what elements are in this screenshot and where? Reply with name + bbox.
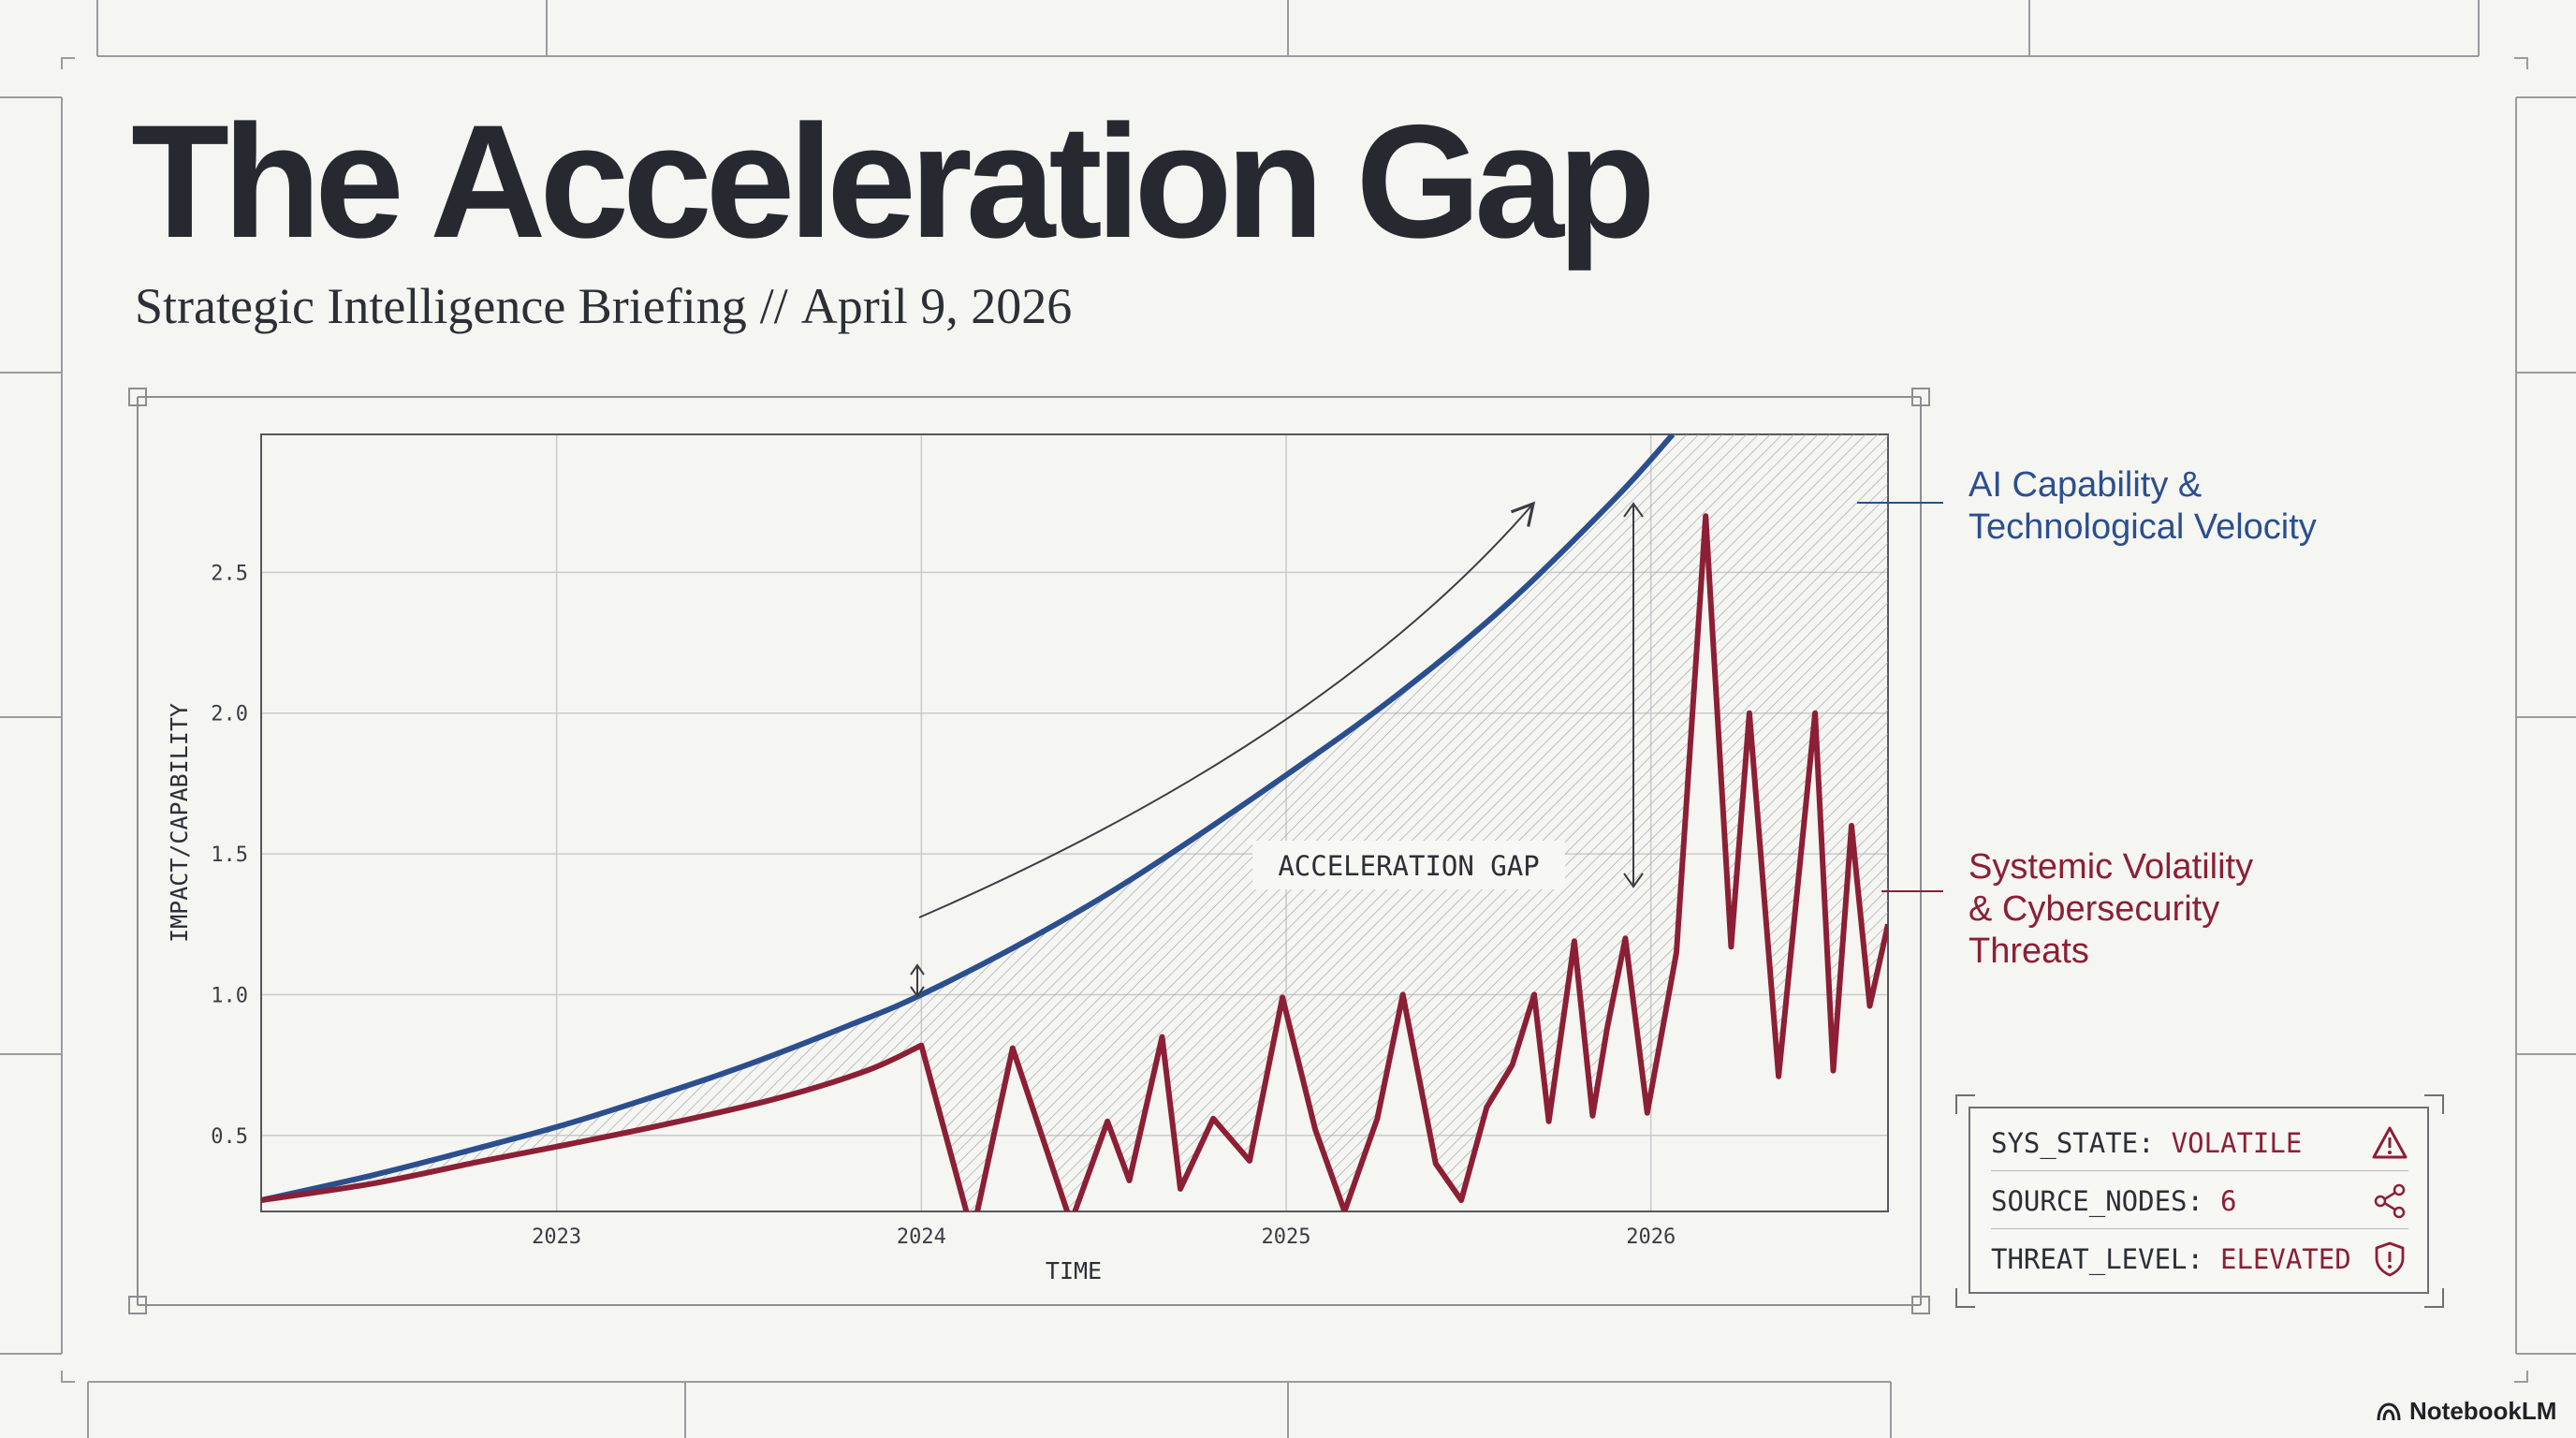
notebooklm-brand: NotebookLM <box>2376 1395 2556 1427</box>
status-panel: SYS_STATE: VOLATILE SOURCE_NODES: 6 THRE… <box>1969 1107 2429 1294</box>
y-tick-label: 2.0 <box>211 703 248 726</box>
x-axis-ticks: 2023 2024 2025 2026 <box>532 1225 1676 1249</box>
status-row-sys-state: SYS_STATE: VOLATILE <box>1991 1116 2408 1171</box>
status-row-threat-level: THREAT_LEVEL: ELEVATED <box>1991 1232 2408 1286</box>
threat-level-key: THREAT_LEVEL: <box>1991 1243 2203 1275</box>
acceleration-gap-area <box>261 434 1888 1211</box>
legend-red-line1: Systemic Volatility <box>1969 847 2254 887</box>
source-nodes-key: SOURCE_NODES: <box>1991 1185 2203 1217</box>
brand-name: NotebookLM <box>2409 1396 2557 1425</box>
shield-alert-icon <box>2375 1241 2405 1277</box>
share-nodes-icon <box>2374 1183 2406 1219</box>
sys-state-key: SYS_STATE: <box>1991 1127 2155 1159</box>
subtitle-date: April 9, 2026 <box>800 278 1073 334</box>
source-nodes-value: 6 <box>2219 1185 2237 1217</box>
gap-arrow-large <box>1623 502 1644 888</box>
y-tick-label: 1.0 <box>211 984 248 1007</box>
page-title: The Acceleration Gap <box>131 92 1656 271</box>
y-tick-label: 0.5 <box>211 1125 248 1149</box>
x-axis-label: TIME <box>1046 1257 1102 1284</box>
y-tick-label: 1.5 <box>211 844 248 867</box>
status-panel-brackets <box>1955 1094 2444 1308</box>
x-tick-label: 2024 <box>897 1225 946 1249</box>
page-subtitle: Strategic Intelligence Briefing//April 9… <box>135 277 1072 335</box>
sys-state-value: VOLATILE <box>2171 1127 2303 1159</box>
subtitle-text: Strategic Intelligence Briefing <box>135 278 747 334</box>
legend-ai-line1: AI Capability & <box>1969 465 2203 505</box>
threat-level-value: ELEVATED <box>2219 1243 2351 1275</box>
x-tick-label: 2023 <box>532 1225 581 1249</box>
y-axis-label: IMPACT/CAPABILITY <box>166 703 193 943</box>
chart-frame <box>128 388 1930 1314</box>
gap-label: ACCELERATION GAP <box>1278 850 1539 882</box>
gap-label-background <box>1252 841 1565 889</box>
subtitle-separator: // <box>759 278 788 334</box>
x-tick-label: 2025 <box>1262 1225 1311 1249</box>
y-tick-label: 2.5 <box>211 562 248 585</box>
x-tick-label: 2026 <box>1626 1225 1676 1249</box>
trend-arrow <box>918 501 1536 918</box>
warning-triangle-icon <box>2372 1126 2408 1159</box>
status-row-source-nodes: SOURCE_NODES: 6 <box>1991 1174 2408 1229</box>
volatility-threats-line <box>261 513 1888 1211</box>
gap-arrow-small <box>910 963 925 998</box>
legend-volatility: Systemic Volatility & Cybersecurity Thre… <box>1969 846 2253 973</box>
y-axis-ticks: 0.5 1.0 1.5 2.0 2.5 <box>211 562 248 1148</box>
legend-red-line2: & Cybersecurity <box>1969 889 2220 929</box>
legend-red-line3: Threats <box>1969 932 2089 971</box>
notebooklm-logo-icon <box>2377 1402 2401 1421</box>
legend-ai-line2: Technological Velocity <box>1969 507 2317 547</box>
ai-capability-line <box>261 434 1676 1203</box>
legend-ai-capability: AI Capability & Technological Velocity <box>1969 464 2317 549</box>
